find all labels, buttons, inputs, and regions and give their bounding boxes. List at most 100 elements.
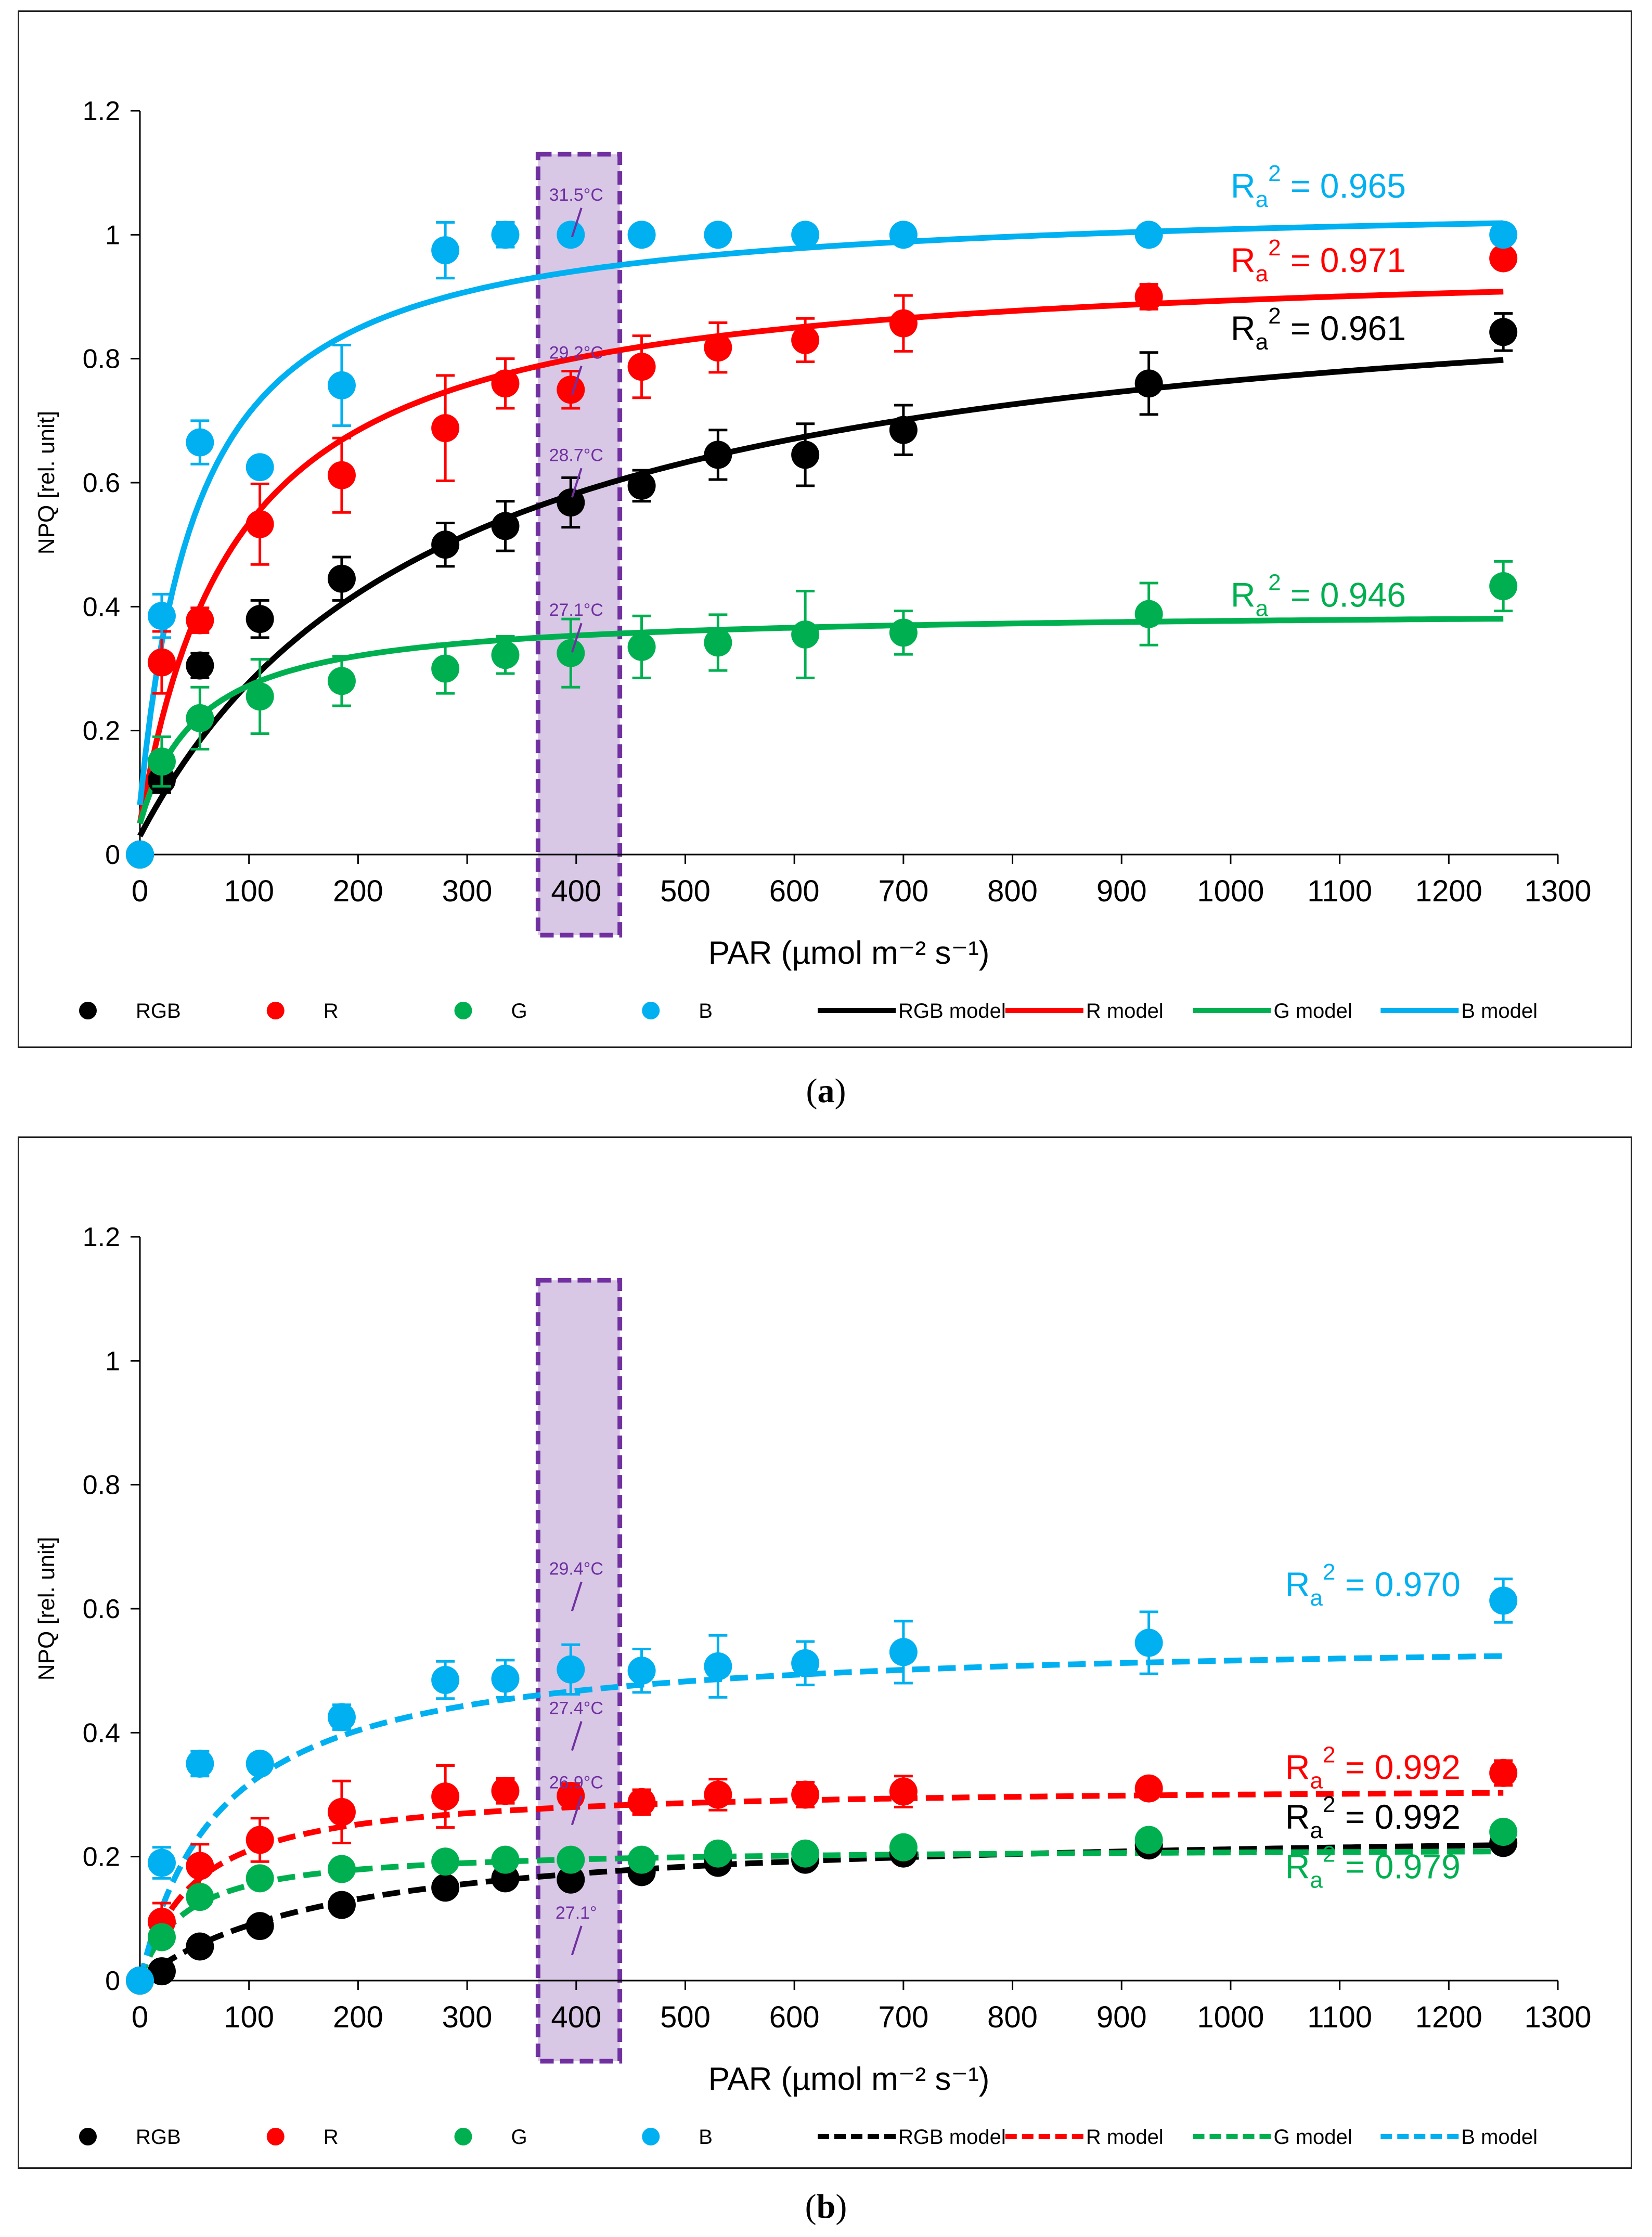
y-axis-label: NPQ [rel. unit] [34, 411, 59, 554]
data-point-rgb [557, 488, 585, 517]
data-point-rgb [186, 1932, 214, 1961]
data-point-g [1489, 572, 1518, 601]
r2-label-b: Ra2 = 0.965 [1231, 161, 1406, 212]
data-point-b [1134, 1628, 1163, 1657]
data-point-r [889, 1777, 918, 1806]
data-point-b [431, 1666, 460, 1695]
data-point-b [126, 841, 154, 869]
data-point-g [431, 654, 460, 683]
data-point-b [246, 1749, 274, 1778]
model-line-b [137, 220, 1504, 806]
y-tick-label: 0.8 [83, 1470, 120, 1501]
r2-label-rgb: Ra2 = 0.961 [1231, 303, 1406, 355]
data-point-r [327, 461, 356, 489]
data-point-rgb [704, 441, 732, 469]
data-point-r [1134, 282, 1163, 311]
data-point-b [431, 236, 460, 265]
data-point-rgb [327, 564, 356, 593]
y-tick-label: 1.2 [83, 96, 120, 126]
data-point-g [147, 1923, 176, 1951]
data-point-b [491, 1664, 520, 1693]
data-point-rgb [557, 1865, 585, 1894]
x-tick-label: 0 [132, 2000, 148, 2034]
data-point-b [147, 1848, 176, 1877]
data-point-g [889, 1833, 918, 1861]
annotation-leader [571, 1581, 583, 1612]
legend-label: R [324, 2126, 339, 2149]
model-line-b [137, 1653, 1504, 1982]
legend-marker-b [642, 1002, 660, 1019]
r2-label-b: Ra2 = 0.970 [1285, 1559, 1461, 1611]
data-point-b [1134, 221, 1163, 249]
x-tick-label: 300 [442, 2000, 493, 2034]
data-point-g [704, 628, 732, 657]
data-point-r [704, 1780, 732, 1809]
chart-a: 0 0.2 0.4 0.6 0.8 1 1.2 0 100 200 300 400 500 600 700 8… [34, 96, 1592, 1023]
x-tick-label: 400 [551, 874, 601, 908]
data-point-rgb [1134, 369, 1163, 398]
data-point-g [246, 1864, 274, 1893]
y-tick-label: 0.4 [83, 592, 120, 622]
legend-marker-rgb [79, 1002, 97, 1019]
temperature-annotation: 31.5°C [549, 185, 603, 205]
data-point-rgb [1489, 318, 1518, 346]
data-point-b [327, 1703, 356, 1731]
model-line-g [137, 616, 1504, 825]
data-point-g [557, 1845, 585, 1874]
data-point-b [704, 221, 732, 249]
data-point-rgb [246, 605, 274, 633]
y-tick-label: 0.4 [83, 1718, 120, 1748]
data-point-r [791, 1780, 820, 1809]
data-point-b [1489, 221, 1518, 249]
data-point-b [557, 221, 585, 249]
data-point-b [889, 1638, 918, 1666]
data-point-r [1489, 1758, 1518, 1787]
x-tick-label: 1200 [1415, 2000, 1482, 2034]
temperature-annotation: 27.4°C [549, 1699, 603, 1718]
x-tick-label: 1300 [1524, 874, 1591, 908]
data-point-r [147, 648, 176, 677]
x-tick-label: 0 [132, 874, 148, 908]
legend-label: RGB model [898, 1000, 1006, 1023]
temperature-annotation: 27.1° [556, 1903, 597, 1923]
data-point-rgb [889, 416, 918, 444]
x-tick-label: 700 [878, 874, 928, 908]
data-point-b [889, 221, 918, 249]
temperature-annotation: 29.4°C [549, 1559, 603, 1579]
x-tick-label: 700 [878, 2000, 928, 2034]
data-point-rgb [147, 1957, 176, 1986]
y-tick-label: 0.6 [83, 468, 120, 498]
legend-label: B model [1461, 1000, 1538, 1023]
data-point-r [431, 1782, 460, 1811]
legend-marker-r [266, 2128, 285, 2145]
data-point-b [791, 1649, 820, 1677]
data-point-g [491, 1845, 520, 1874]
annotation-leader [571, 1925, 583, 1956]
y-tick-label: 1.2 [83, 1222, 120, 1252]
data-point-b [627, 221, 656, 249]
data-point-b [186, 1749, 214, 1778]
x-tick-label: 400 [551, 2000, 601, 2034]
x-tick-label: 800 [987, 874, 1038, 908]
data-point-rgb [627, 471, 656, 500]
temperature-annotation: 27.1°C [549, 600, 603, 620]
x-axis-label: PAR (µmol m⁻² s⁻¹) [708, 935, 990, 971]
x-tick-label: 1300 [1524, 2000, 1591, 2034]
y-tick-label: 1 [105, 1346, 120, 1376]
data-point-r [246, 510, 274, 538]
x-tick-label: 900 [1096, 2000, 1147, 2034]
legend-marker-g [454, 2128, 472, 2145]
legend-marker-r [266, 1002, 285, 1019]
x-axis-label: PAR (µmol m⁻² s⁻¹) [708, 2061, 990, 2097]
y-tick-label: 0 [105, 1966, 120, 1996]
data-point-r [627, 353, 656, 381]
data-point-g [147, 747, 176, 776]
y-tick-label: 0.2 [83, 1842, 120, 1872]
x-tick-label: 200 [333, 874, 383, 908]
x-tick-label: 1200 [1415, 874, 1482, 908]
data-point-r [627, 1788, 656, 1816]
data-point-b [246, 453, 274, 482]
temperature-annotation: 28.7°C [549, 445, 603, 465]
temperature-annotation: 29.2°C [549, 343, 603, 363]
x-tick-label: 800 [987, 2000, 1038, 2034]
